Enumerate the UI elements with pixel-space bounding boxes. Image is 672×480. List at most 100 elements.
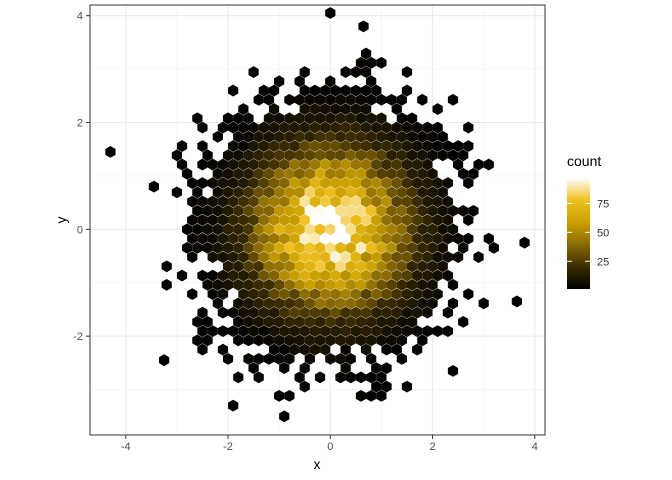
hex-bin	[279, 140, 290, 152]
hex-bin	[284, 204, 295, 217]
hex-bin	[248, 325, 259, 338]
hex-bin	[417, 260, 428, 273]
hex-bin	[284, 186, 295, 199]
hex-bin	[432, 325, 443, 338]
hex-bin	[350, 177, 361, 189]
hex-bin	[376, 204, 387, 217]
hex-bin	[360, 214, 372, 226]
hex-bin	[366, 204, 377, 217]
hex-bin	[263, 241, 275, 254]
hex-bin	[432, 121, 443, 134]
hex-bin	[299, 140, 310, 152]
hex-bin	[217, 195, 229, 208]
hex-bin	[263, 223, 275, 236]
hex-bin	[268, 140, 280, 152]
hex-bin	[289, 269, 300, 282]
hex-bin	[350, 103, 361, 115]
hex-bin	[320, 84, 331, 97]
hex-bin	[187, 214, 198, 226]
hex-bin	[192, 204, 203, 217]
hex-bin	[294, 112, 305, 125]
hex-bin	[176, 140, 188, 152]
hex-bin	[360, 232, 372, 245]
hex-bin	[427, 241, 438, 254]
hex-bin	[299, 251, 310, 264]
hex-bin	[248, 251, 259, 264]
hex-bin	[314, 297, 326, 310]
hex-bin	[284, 260, 295, 273]
hex-bin	[274, 149, 285, 162]
hex-bin	[309, 158, 321, 171]
hex-bin	[248, 140, 259, 152]
hex-bin	[355, 130, 367, 143]
hex-bin	[233, 241, 244, 254]
hex-bin	[345, 130, 356, 143]
hex-bin	[238, 232, 249, 245]
hex-bin	[182, 223, 193, 236]
hex-bin	[458, 241, 469, 254]
hex-bin	[406, 241, 418, 254]
hex-bin	[294, 186, 305, 199]
hex-bin	[442, 269, 453, 282]
x-axis-title: x	[314, 456, 321, 472]
hex-bin	[396, 260, 407, 273]
hex-bin	[340, 306, 351, 319]
hex-bin	[325, 75, 336, 88]
hex-bin	[391, 325, 402, 338]
hex-bin	[427, 149, 438, 162]
hex-bin	[335, 241, 346, 254]
hex-bin	[417, 204, 428, 217]
hex-bin	[422, 177, 433, 189]
hex-bin	[366, 130, 377, 143]
hex-bin	[279, 121, 290, 134]
hex-bin	[386, 149, 397, 162]
hex-bin	[360, 121, 372, 134]
hex-bin	[412, 269, 423, 282]
hex-bin	[340, 232, 351, 245]
hex-bin	[238, 195, 249, 208]
hex-bin	[314, 112, 326, 125]
hex-bin	[330, 177, 341, 189]
hex-bin	[391, 121, 402, 134]
hex-bin	[386, 130, 397, 143]
hex-bin	[228, 177, 239, 189]
hex-bin	[217, 306, 229, 319]
hex-bin	[197, 232, 208, 245]
hex-bin	[345, 112, 356, 125]
hex-bin	[222, 186, 234, 199]
hex-bin	[366, 297, 377, 310]
hex-bin	[222, 223, 234, 236]
x-tick-label: 2	[429, 441, 435, 453]
hex-bin	[386, 278, 397, 291]
hex-bin	[391, 269, 402, 282]
hex-bin	[279, 177, 290, 189]
x-tick-label: -2	[223, 441, 233, 453]
hex-bin	[371, 362, 382, 375]
hex-bin	[279, 195, 290, 208]
hex-bin	[412, 158, 423, 171]
colorbar-tick-label: 75	[597, 198, 609, 210]
hex-bin	[458, 167, 469, 180]
hex-bin	[294, 75, 305, 88]
hex-bin	[284, 389, 295, 402]
hex-bin	[258, 251, 269, 264]
x-axis-ticks: -4 -2 0 2 4	[121, 435, 538, 453]
hex-bin	[422, 325, 433, 338]
hex-bin	[202, 204, 213, 217]
hex-bin	[314, 167, 326, 180]
hex-bin	[350, 214, 361, 226]
hex-bin	[386, 223, 397, 236]
hex-bin	[406, 130, 418, 143]
hex-bin	[314, 315, 326, 328]
hex-bin	[274, 130, 285, 143]
hex-bin	[320, 195, 331, 208]
hex-bin	[350, 288, 361, 301]
hex-bin	[304, 130, 315, 143]
hex-bin	[345, 334, 356, 347]
y-axis-ticks: -2 0 2 4	[73, 11, 90, 343]
hex-bin	[335, 93, 346, 106]
hex-bin	[222, 149, 234, 162]
hex-bin	[274, 315, 285, 328]
hex-bin	[427, 260, 438, 273]
hex-bin	[376, 278, 387, 291]
